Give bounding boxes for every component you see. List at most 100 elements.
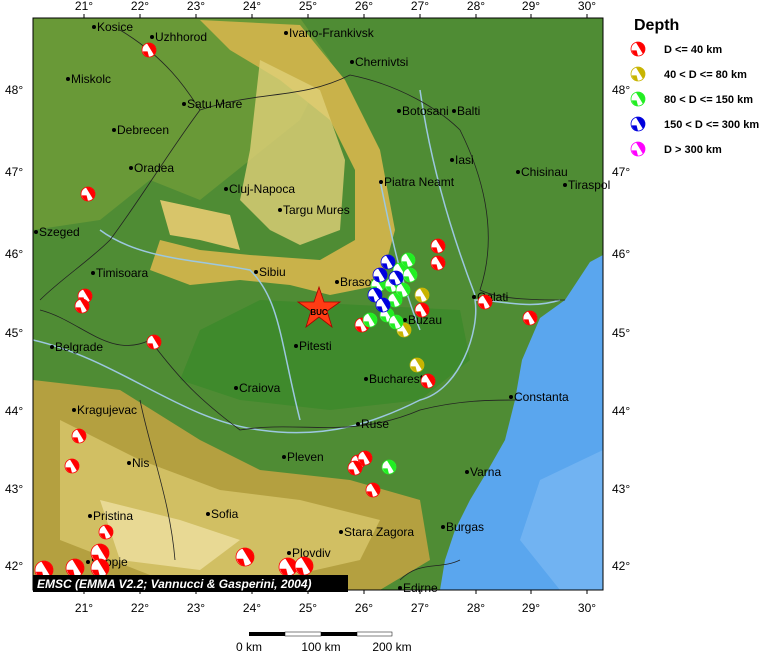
lon-tick-label: 21° xyxy=(75,601,93,615)
focal-mechanism-ball xyxy=(388,314,404,330)
focal-mechanism-ball xyxy=(414,302,430,318)
focal-mechanism-ball xyxy=(278,557,298,577)
lon-tick-label: 30° xyxy=(578,0,596,13)
city-dot xyxy=(86,560,90,564)
city-label: Buzau xyxy=(408,313,442,327)
city-dot xyxy=(450,158,454,162)
city-label: Botosani xyxy=(402,104,449,118)
focal-mechanism-ball xyxy=(65,558,85,578)
city-dot xyxy=(339,530,343,534)
focal-mechanism-ball xyxy=(367,287,383,303)
terrain xyxy=(33,18,603,590)
lon-tick-label: 23° xyxy=(187,0,205,13)
scale-label: 0 km xyxy=(236,640,262,653)
lon-tick-label: 28° xyxy=(467,0,485,13)
legend-item-label: D <= 40 km xyxy=(664,44,722,56)
focal-mechanism-ball xyxy=(146,334,162,350)
city-dot xyxy=(206,512,210,516)
focal-mechanism-ball xyxy=(365,482,381,498)
city-dot xyxy=(34,230,38,234)
credit-box xyxy=(33,575,348,592)
lat-tick-label: 43° xyxy=(612,482,630,496)
city-dot xyxy=(182,102,186,106)
city-dot xyxy=(397,109,401,113)
lon-tick-label: 25° xyxy=(299,601,317,615)
lon-tick-label: 25° xyxy=(299,0,317,13)
city-dot xyxy=(472,295,476,299)
lon-tick-label: 26° xyxy=(355,0,373,13)
city-label: Pleven xyxy=(287,450,324,464)
city-label: Chisinau xyxy=(521,165,568,179)
city-dot xyxy=(92,25,96,29)
city-dot xyxy=(287,551,291,555)
focal-mechanism-ball xyxy=(402,267,418,283)
focal-mechanism-ball xyxy=(64,458,80,474)
city-dot xyxy=(72,408,76,412)
city-label: Uzhhorod xyxy=(155,30,207,44)
city-dot xyxy=(278,208,282,212)
city-label: Oradea xyxy=(134,161,174,175)
borders xyxy=(39,29,566,581)
legend-ball-icon xyxy=(630,41,646,57)
focal-mechanism-ball xyxy=(294,556,314,576)
lon-tick-label: 29° xyxy=(522,601,540,615)
focal-mechanism-ball xyxy=(141,42,157,58)
lat-tick-label: 48° xyxy=(5,83,23,97)
lat-tick-label: 44° xyxy=(612,404,630,418)
lat-tick-label: 42° xyxy=(5,559,23,573)
city-dot xyxy=(563,183,567,187)
city-label: Pristina xyxy=(93,509,133,523)
city-label: Craiova xyxy=(239,381,281,395)
city-dot xyxy=(516,170,520,174)
city-label: Balti xyxy=(457,104,480,118)
city-label: Sofia xyxy=(211,507,239,521)
city-label: Cluj-Napoca xyxy=(229,182,295,196)
city-dot xyxy=(284,31,288,35)
city-dot xyxy=(129,166,133,170)
city-label: Debrecen xyxy=(117,123,169,137)
city-dot xyxy=(398,586,402,590)
focal-mechanism-ball xyxy=(388,270,404,286)
city-label: Varna xyxy=(470,465,501,479)
city-label: Belgrade xyxy=(55,340,103,354)
city-label: Iasi xyxy=(455,153,474,167)
city-label: Brasov xyxy=(340,275,377,289)
scale-label: 100 km xyxy=(301,640,340,653)
scale-bar: 0 km 100 km 200 km xyxy=(236,631,412,653)
city-dot xyxy=(254,270,258,274)
lon-tick-label: 26° xyxy=(355,601,373,615)
city-dot xyxy=(364,377,368,381)
city-label: Chernivtsi xyxy=(355,55,408,69)
legend-item-label: D > 300 km xyxy=(664,144,722,156)
city-label: Pitesti xyxy=(299,339,332,353)
cities: Kosice Uzhhorod Ivano-Frankivsk Chernivtsi M… xyxy=(34,20,610,595)
lon-tick-label: 28° xyxy=(467,601,485,615)
city-label: Nis xyxy=(132,456,149,470)
scale-label: 200 km xyxy=(372,640,411,653)
lon-tick-label: 27° xyxy=(411,601,429,615)
lat-tick-label: 43° xyxy=(5,482,23,496)
lat-tick-label: 46° xyxy=(5,247,23,261)
city-dot xyxy=(441,525,445,529)
city-label: Miskolc xyxy=(71,72,111,86)
lon-tick-label: 27° xyxy=(411,0,429,13)
focal-mechanism-ball xyxy=(90,558,110,578)
focal-mechanism-ball xyxy=(98,524,114,540)
city-dot xyxy=(91,271,95,275)
lat-tick-label: 42° xyxy=(612,559,630,573)
city-label: Timisoara xyxy=(96,266,149,280)
lat-tick-label: 47° xyxy=(612,165,630,179)
legend-title: Depth xyxy=(634,17,679,34)
city-label: Piatra Neamt xyxy=(384,175,455,189)
lon-tick-label: 22° xyxy=(131,601,149,615)
city-label: Sibiu xyxy=(259,265,286,279)
lat-tick-label: 47° xyxy=(5,165,23,179)
city-label: Stara Zagora xyxy=(344,525,414,539)
city-dot xyxy=(335,280,339,284)
focal-mechanism-ball xyxy=(372,267,388,283)
city-label: Targu Mures xyxy=(283,203,350,217)
city-dot xyxy=(234,386,238,390)
focal-mechanism-ball xyxy=(347,460,363,476)
lon-tick-label: 24° xyxy=(243,601,261,615)
focal-mechanism-ball xyxy=(71,428,87,444)
